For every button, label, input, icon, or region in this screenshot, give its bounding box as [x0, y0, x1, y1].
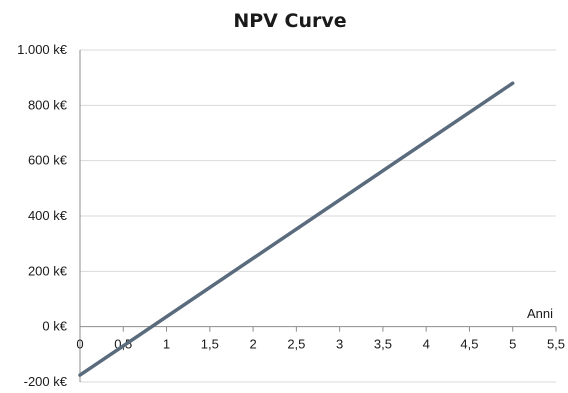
x-tick-label: 1,5 [201, 337, 219, 352]
x-tick-label: 4 [423, 337, 430, 352]
x-tick-label: 2,5 [287, 337, 305, 352]
series-lines [78, 81, 515, 377]
axes [79, 50, 557, 382]
y-tick-label: 400 k€ [28, 208, 68, 223]
x-tick-label: 5,5 [547, 337, 565, 352]
x-tick-label: 3,5 [374, 337, 392, 352]
x-tick-label: 2 [249, 337, 256, 352]
y-tick-labels: -200 k€ 0 k€ 200 k€ 400 k€ 600 k€ 800 k€ 1.000… [17, 42, 68, 389]
npv-series-line [78, 81, 515, 377]
y-tick-label: 800 k€ [28, 97, 68, 112]
x-tick-label: 3 [336, 337, 343, 352]
x-tick-label: 4,5 [460, 337, 478, 352]
x-tick-label: 5 [509, 337, 516, 352]
y-tick-label: 0 k€ [42, 319, 67, 334]
y-tick-label: 1.000 k€ [17, 42, 68, 57]
x-axis-label: Anni [527, 306, 553, 321]
x-tick-labels: 0 0,5 1 1,5 2 2,5 3 3,5 4 4,5 5 5,5 [76, 337, 565, 352]
y-tick-label: 600 k€ [28, 153, 68, 168]
y-tick-label: -200 k€ [24, 374, 68, 389]
x-tick-label: 1 [163, 337, 170, 352]
x-tick-label: 0 [76, 337, 83, 352]
y-tick-label: 200 k€ [28, 263, 68, 278]
chart-title: NPV Curve [233, 10, 346, 32]
